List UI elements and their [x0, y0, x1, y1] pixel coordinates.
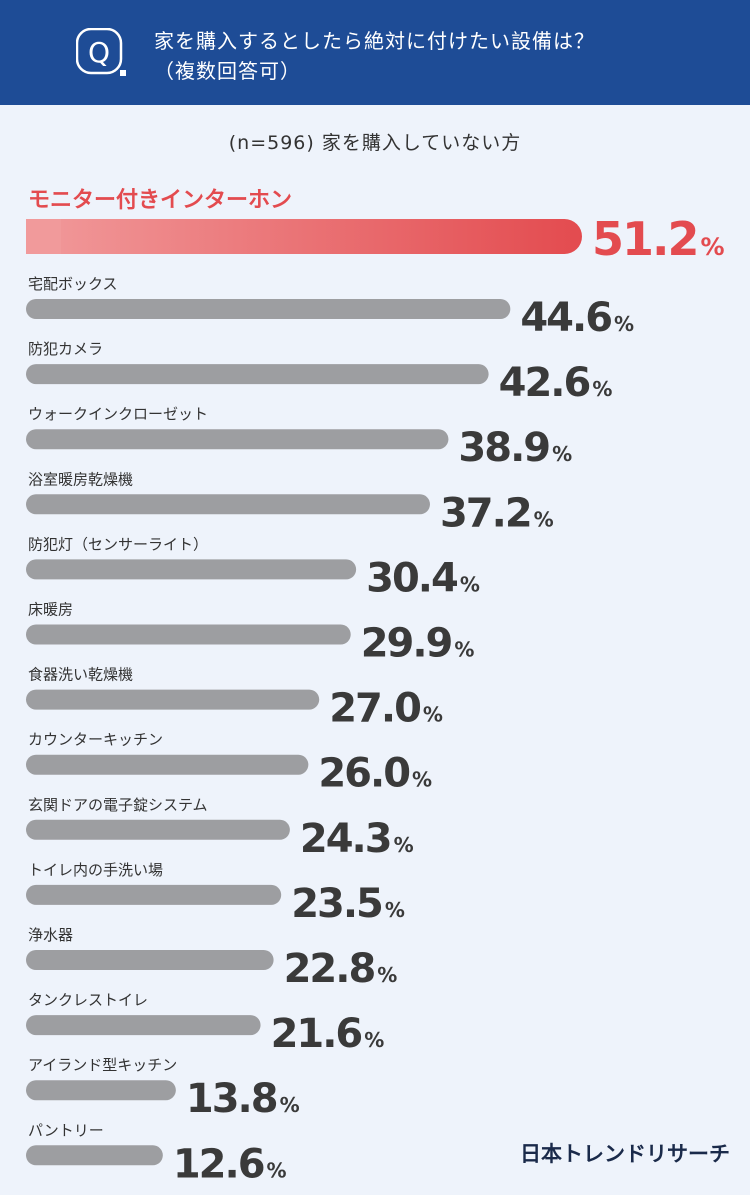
value-label: 26.0% — [318, 751, 432, 797]
bar — [26, 219, 582, 254]
value-label: 38.9% — [458, 425, 572, 471]
bar — [26, 1145, 163, 1166]
value-label: 22.8% — [284, 946, 398, 992]
bar — [26, 754, 309, 775]
percent-unit: % — [377, 963, 397, 987]
value-label: 21.6% — [271, 1011, 385, 1057]
category-label: 床暖房 — [28, 601, 73, 619]
category-label: タンクレストイレ — [28, 991, 148, 1009]
percent-unit: % — [552, 442, 572, 466]
percent-unit: % — [267, 1158, 287, 1182]
percent-unit: % — [460, 572, 480, 596]
value-label: 44.6% — [520, 295, 634, 341]
value-label: 42.6% — [499, 360, 613, 406]
header-banner: Q 家を購入するとしたら絶対に付けたい設備は？ （複数回答可） — [0, 0, 750, 105]
percent-unit: % — [701, 233, 725, 261]
value-label: 27.0% — [329, 686, 443, 732]
category-label: トイレ内の手洗い場 — [28, 861, 163, 879]
category-label: 防犯カメラ — [28, 340, 103, 358]
bar — [26, 884, 282, 905]
bar — [26, 429, 449, 450]
category-label: パントリー — [28, 1121, 104, 1139]
bar — [26, 299, 511, 319]
percent-unit: % — [412, 768, 432, 792]
value-label: 37.2% — [440, 490, 554, 536]
bar-start — [26, 219, 61, 254]
bar — [26, 624, 351, 645]
percent-unit: % — [394, 833, 414, 857]
percent-unit: % — [534, 507, 554, 531]
q-icon: Q — [76, 28, 126, 76]
percent-unit: % — [592, 377, 612, 401]
category-label: 玄関ドアの電子錠システム — [28, 796, 208, 814]
bar — [26, 494, 430, 515]
percent-unit: % — [280, 1093, 300, 1117]
question-line1: 家を購入するとしたら絶対に付けたい設備は？ — [154, 29, 595, 53]
bar — [26, 1080, 176, 1101]
value-label: 30.4% — [366, 555, 480, 601]
svg-text:Q: Q — [88, 36, 110, 69]
category-label: アイランド型キッチン — [28, 1056, 177, 1074]
category-label: 防犯灯（センサーライト） — [28, 535, 208, 553]
category-label: 食器洗い乾燥機 — [28, 666, 133, 684]
category-label: モニター付きインターホン — [28, 188, 292, 213]
category-label: 宅配ボックス — [28, 275, 118, 293]
bar — [26, 689, 320, 710]
value-label: 51.2% — [592, 212, 725, 266]
category-label: ウォークインクローゼット — [28, 405, 208, 423]
bar — [26, 559, 357, 580]
category-label: 浄水器 — [28, 926, 73, 944]
percent-unit: % — [614, 312, 634, 336]
category-label: 浴室暖房乾燥機 — [28, 470, 133, 488]
sample-size-subtitle: (n=596) 家を購入していない方 — [228, 132, 522, 154]
question-text: 家を購入するとしたら絶対に付けたい設備は？ （複数回答可） — [154, 26, 734, 86]
bar — [26, 364, 489, 385]
question-line2: （複数回答可） — [154, 59, 301, 83]
percent-unit: % — [423, 703, 443, 727]
percent-unit: % — [454, 638, 474, 662]
value-label: 13.8% — [186, 1076, 300, 1122]
brand-logo: 日本トレンドリサーチ — [520, 1142, 730, 1166]
value-label: 23.5% — [291, 881, 405, 927]
category-label: カウンターキッチン — [28, 731, 163, 749]
bar — [26, 1015, 261, 1036]
percent-unit: % — [385, 898, 405, 922]
value-label: 12.6% — [173, 1141, 287, 1187]
value-label: 24.3% — [300, 816, 414, 862]
percent-unit: % — [364, 1028, 384, 1052]
bar — [26, 950, 274, 970]
bar — [26, 819, 290, 840]
value-label: 29.9% — [361, 621, 475, 667]
